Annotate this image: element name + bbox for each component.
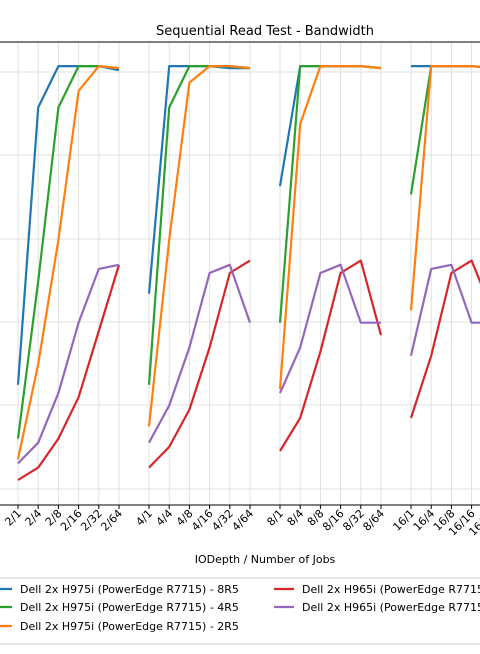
series-line: [278, 263, 381, 394]
legend-label: Dell 2x H965i (PowerEdge R7715) - 4R5: [302, 601, 480, 614]
chart-title: Sequential Read Test - Bandwidth: [156, 24, 374, 39]
series-line: [17, 264, 121, 481]
series-line: [409, 64, 480, 311]
x-tick-label: 2/16: [58, 507, 85, 534]
x-axis-label: IODepth / Number of Jobs: [195, 553, 336, 566]
series-line: [17, 263, 120, 465]
tick-layer: 2/12/42/82/162/322/64 4/14/44/84/164/324/…: [2, 505, 480, 539]
x-tick-label: 2/64: [98, 507, 125, 534]
x-tick-label: 4/32: [209, 507, 236, 534]
series-line: [16, 64, 120, 385]
x-tick-label: 8/1: [264, 507, 286, 529]
x-tick-label: 8/16: [320, 507, 347, 534]
x-tick-label: 4/16: [189, 507, 216, 534]
series-line: [409, 259, 480, 419]
x-tick-label: 8/4: [285, 507, 307, 529]
legend-label: Dell 2x H965i (PowerEdge R7715) - 8R5: [302, 583, 480, 596]
legend: Dell 2x H975i (PowerEdge R7715) - 8R5 Del…: [0, 577, 480, 645]
series-line: [147, 64, 251, 427]
x-tick-label: 4/4: [154, 507, 176, 529]
series-line: [278, 64, 382, 389]
legend-box: [0, 577, 480, 645]
x-tick-label: 16/1: [390, 507, 417, 534]
series-line: [279, 259, 383, 452]
axes-layer: [0, 41, 480, 506]
series-line: [148, 259, 251, 469]
series-line: [16, 64, 120, 460]
grid-layer: [0, 42, 480, 505]
legend-label: Dell 2x H975i (PowerEdge R7715) - 2R5: [20, 620, 239, 633]
x-tick-label: 4/1: [133, 507, 155, 529]
series-line: [409, 263, 480, 357]
x-tick-label: 8/32: [340, 507, 367, 534]
x-tick-label: 2/4: [23, 507, 45, 529]
legend-label: Dell 2x H975i (PowerEdge R7715) - 4R5: [20, 601, 239, 614]
series-layer: [16, 64, 480, 481]
x-tick-label: 4/64: [229, 507, 256, 534]
x-tick-label: 16/4: [411, 507, 438, 534]
x-tick-label: 8/64: [360, 507, 387, 534]
x-tick-label: 2/1: [2, 507, 24, 529]
series-line: [148, 263, 252, 444]
x-tick-label: 2/32: [78, 507, 105, 534]
legend-label: Dell 2x H975i (PowerEdge R7715) - 8R5: [20, 583, 239, 596]
